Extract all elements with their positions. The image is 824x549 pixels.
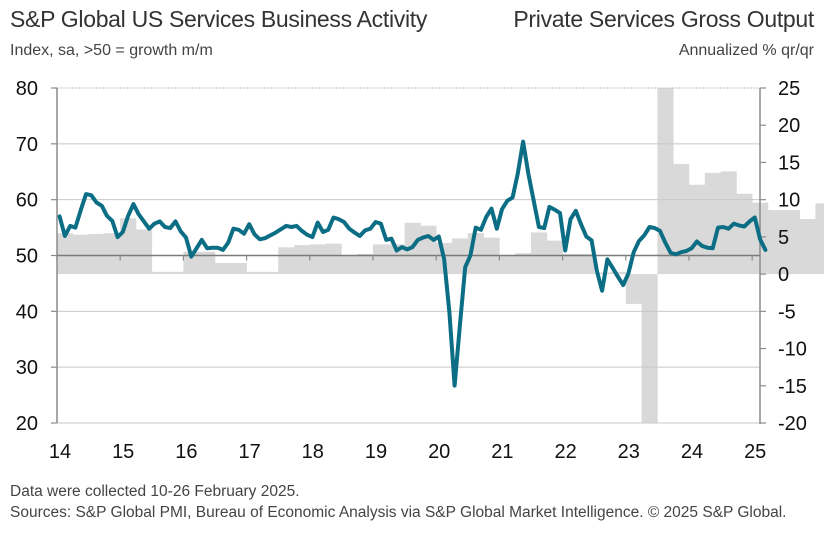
gross-output-bar — [594, 272, 611, 275]
gross-output-bar — [72, 234, 89, 275]
right-chart-title: Private Services Gross Output — [513, 6, 814, 32]
gross-output-bar — [720, 171, 737, 275]
gross-output-bar — [246, 271, 263, 275]
gross-output-bar — [799, 219, 816, 275]
gross-output-bar — [531, 232, 548, 275]
left-axis-subtitle: Index, sa, >50 = growth m/m — [10, 42, 213, 59]
gross-output-bar — [199, 251, 216, 275]
gross-output-bar — [136, 229, 153, 275]
gross-output-bar — [625, 274, 642, 304]
gross-output-bar — [309, 244, 326, 275]
gross-output-bar — [578, 254, 595, 275]
gross-output-bar — [104, 233, 121, 275]
x-axis-tick-label: 22 — [554, 441, 576, 463]
gross-output-bar — [294, 245, 311, 275]
gross-output-bar — [689, 184, 706, 275]
footer-sources: Sources: S&P Global PMI, Bureau of Econo… — [10, 504, 787, 521]
gross-output-bar — [215, 262, 232, 275]
left-axis-tick-label: 80 — [16, 78, 38, 100]
right-axis-tick-label: 25 — [778, 78, 800, 100]
gross-output-bar — [815, 203, 824, 275]
x-axis-tick-label: 24 — [681, 441, 703, 463]
right-axis-tick-label: -20 — [778, 413, 807, 435]
x-axis-tick-label: 21 — [491, 441, 513, 463]
pmi-line-group — [57, 139, 768, 388]
gross-output-bar — [562, 254, 579, 275]
right-axis-subtitle: Annualized % qr/qr — [678, 42, 814, 59]
gross-output-bar — [88, 233, 105, 275]
gross-output-bar — [768, 210, 785, 275]
tick-labels: 20 30 40 50 60 70 80 -20 -15 -10 -5 0 5 10 15 20 25 14 15 1… — [16, 78, 807, 463]
chart-plot: 20 30 40 50 60 70 80 -20 -15 -10 -5 0 5 10 15 20 25 14 15 1… — [16, 78, 824, 463]
gross-output-bar — [783, 210, 800, 275]
gross-output-bar — [183, 251, 200, 275]
x-axis-tick-label: 20 — [428, 441, 450, 463]
gross-output-bar — [515, 253, 532, 275]
gross-output-bars — [57, 88, 824, 423]
gross-output-bar — [278, 247, 295, 275]
axes — [51, 87, 766, 424]
gross-output-bar — [341, 255, 358, 275]
left-axis-tick-label: 60 — [16, 190, 38, 212]
gross-output-bar — [57, 233, 74, 275]
right-axis-tick-label: 5 — [778, 227, 789, 249]
gross-output-bar — [641, 274, 658, 423]
gross-output-bar — [673, 163, 690, 275]
x-axis-tick-label: 25 — [744, 441, 766, 463]
gross-output-bar — [420, 225, 437, 275]
left-axis-tick-label: 40 — [16, 301, 38, 323]
left-axis-tick-label: 50 — [16, 246, 38, 268]
gross-output-bar — [357, 254, 374, 275]
right-axis-tick-label: -15 — [778, 376, 807, 398]
left-axis-tick-label: 20 — [16, 413, 38, 435]
gridlines — [57, 87, 760, 424]
left-axis-tick-label: 30 — [16, 357, 38, 379]
x-axis-tick-label: 19 — [365, 441, 387, 463]
x-axis-tick-label: 23 — [618, 441, 640, 463]
gross-output-bar — [388, 244, 405, 275]
gross-output-bar — [230, 262, 247, 275]
x-axis-tick-label: 17 — [238, 441, 260, 463]
gross-output-bar — [704, 172, 721, 275]
right-axis-tick-label: 0 — [778, 264, 789, 286]
right-axis-tick-label: 15 — [778, 152, 800, 174]
chart-footer: Data were collected 10-26 February 2025.… — [10, 481, 810, 523]
gross-output-bar — [151, 271, 168, 275]
gross-output-bar — [657, 88, 674, 275]
right-axis-tick-label: -10 — [778, 339, 807, 361]
left-chart-title: S&P Global US Services Business Activity — [10, 6, 428, 32]
gross-output-bar — [736, 193, 753, 275]
services-pmi-line — [57, 139, 768, 388]
x-axis-tick-label: 18 — [302, 441, 324, 463]
right-axis-tick-label: -5 — [778, 301, 796, 323]
left-axis-tick-label: 70 — [16, 134, 38, 156]
gross-output-bar — [610, 271, 627, 275]
x-axis-tick-label: 16 — [175, 441, 197, 463]
gross-output-bar — [262, 271, 279, 275]
x-axis-tick-label: 15 — [112, 441, 134, 463]
footer-collection-note: Data were collected 10-26 February 2025. — [10, 483, 300, 500]
right-axis-tick-label: 20 — [778, 115, 800, 137]
gross-output-bar — [325, 243, 342, 275]
gross-output-bar — [373, 244, 390, 275]
right-axis-tick-label: 10 — [778, 190, 800, 212]
gross-output-bar — [167, 271, 184, 275]
gross-output-bar — [499, 255, 516, 275]
x-axis-tick-label: 14 — [49, 441, 71, 463]
gross-output-bar — [546, 240, 563, 275]
